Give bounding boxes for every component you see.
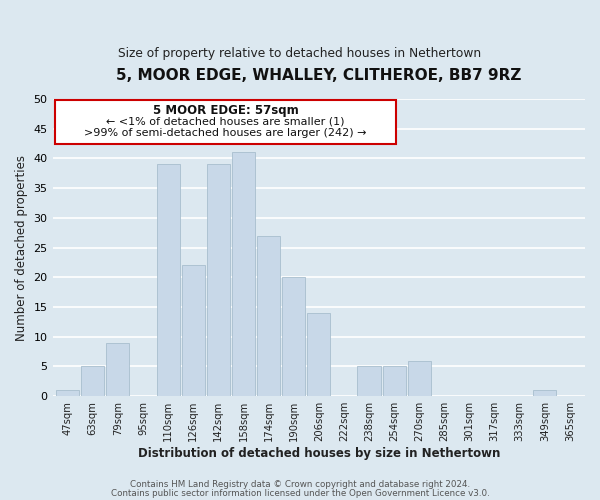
Text: >99% of semi-detached houses are larger (242) →: >99% of semi-detached houses are larger … xyxy=(85,128,367,138)
Bar xyxy=(207,164,230,396)
Bar xyxy=(106,342,130,396)
X-axis label: Distribution of detached houses by size in Nethertown: Distribution of detached houses by size … xyxy=(137,447,500,460)
Text: 5 MOOR EDGE: 57sqm: 5 MOOR EDGE: 57sqm xyxy=(153,104,298,118)
Bar xyxy=(533,390,556,396)
Text: Size of property relative to detached houses in Nethertown: Size of property relative to detached ho… xyxy=(118,48,482,60)
Bar xyxy=(182,266,205,396)
FancyBboxPatch shape xyxy=(55,100,396,144)
Bar xyxy=(232,152,255,396)
Title: 5, MOOR EDGE, WHALLEY, CLITHEROE, BB7 9RZ: 5, MOOR EDGE, WHALLEY, CLITHEROE, BB7 9R… xyxy=(116,68,521,82)
Bar xyxy=(56,390,79,396)
Bar xyxy=(358,366,380,396)
Y-axis label: Number of detached properties: Number of detached properties xyxy=(15,154,28,340)
Bar xyxy=(157,164,179,396)
Text: Contains public sector information licensed under the Open Government Licence v3: Contains public sector information licen… xyxy=(110,488,490,498)
Bar xyxy=(282,278,305,396)
Bar xyxy=(383,366,406,396)
Bar xyxy=(307,313,331,396)
Bar xyxy=(81,366,104,396)
Text: Contains HM Land Registry data © Crown copyright and database right 2024.: Contains HM Land Registry data © Crown c… xyxy=(130,480,470,489)
Bar xyxy=(257,236,280,396)
Text: ← <1% of detached houses are smaller (1): ← <1% of detached houses are smaller (1) xyxy=(106,116,345,126)
Bar xyxy=(407,360,431,396)
